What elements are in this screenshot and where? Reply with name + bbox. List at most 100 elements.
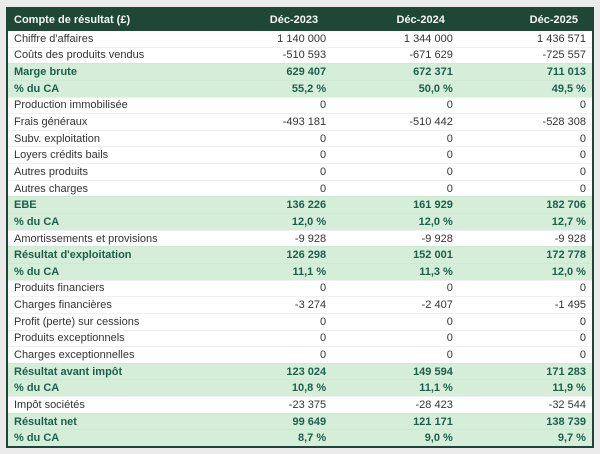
cell-value-dec-2023: 0: [319, 348, 327, 361]
row-label: Résultat avant impôt: [14, 365, 123, 378]
cell-value-dec-2024: 0: [446, 149, 453, 162]
cell-value-dec-2023: 0: [319, 282, 327, 295]
cell-value-dec-2025: 0: [579, 132, 586, 145]
cell-value-dec-2025: -1 495: [554, 299, 586, 312]
cell-value-dec-2025: 0: [579, 348, 586, 361]
table-row: % du CA 55,2 % 50,0 % 49,5 %: [8, 79, 592, 97]
cell-value-dec-2024: 0: [446, 99, 453, 112]
cell-value-dec-2025: 138 739: [546, 415, 586, 428]
cell-value-dec-2024: 149 594: [413, 365, 453, 378]
row-label: % du CA: [14, 382, 60, 395]
cell-value-dec-2025: 9,7 %: [557, 432, 586, 445]
cell-value-dec-2023: 0: [319, 132, 327, 145]
cell-value-dec-2025: 1 436 571: [537, 32, 586, 45]
table-title: Compte de résultat (£): [14, 14, 131, 26]
table-header-row: Compte de résultat (£) Déc-2023 Déc-2024…: [8, 9, 592, 31]
column-header-dec-2023: Déc-2023: [269, 14, 319, 26]
cell-value-dec-2025: 182 706: [546, 199, 586, 212]
table-row: Produits exceptionnels 0 0 0: [8, 329, 592, 347]
cell-value-dec-2024: 1 344 000: [403, 32, 453, 45]
table-row: % du CA 8,7 % 9,0 % 9,7 %: [8, 429, 592, 447]
table-row: Profit (perte) sur cessions 0 0 0: [8, 312, 592, 330]
cell-value-dec-2025: 0: [579, 149, 586, 162]
cell-value-dec-2024: -9 928: [421, 232, 453, 245]
cell-value-dec-2023: 0: [319, 149, 327, 162]
cell-value-dec-2025: 12,7 %: [551, 215, 586, 228]
table-row: Frais généraux -493 181 -510 442 -528 30…: [8, 113, 592, 130]
cell-value-dec-2023: 0: [319, 182, 327, 195]
cell-value-dec-2023: -9 928: [294, 232, 327, 245]
table-row: Résultat net 99 649 121 171 138 739: [8, 412, 592, 430]
cell-value-dec-2024: 50,0 %: [418, 82, 453, 95]
cell-value-dec-2023: 55,2 %: [291, 82, 327, 95]
cell-value-dec-2023: -23 375: [288, 398, 327, 411]
column-header-dec-2025: Déc-2025: [529, 14, 578, 26]
cell-value-dec-2023: -3 274: [294, 299, 327, 312]
table-row: Charges financières -3 274 -2 407 -1 495: [8, 296, 592, 313]
cell-value-dec-2025: 171 283: [546, 365, 586, 378]
row-label: Frais généraux: [14, 116, 88, 129]
income-statement-table: Compte de résultat (£) Déc-2023 Déc-2024…: [6, 7, 594, 448]
cell-value-dec-2023: 0: [319, 165, 327, 178]
cell-value-dec-2024: 0: [446, 132, 453, 145]
cell-value-dec-2023: 123 024: [286, 365, 327, 378]
cell-value-dec-2023: 99 649: [292, 415, 327, 428]
row-label: Produits exceptionnels: [14, 332, 125, 345]
table-row: EBE 136 226 161 929 182 706: [8, 196, 592, 214]
table-row: Subv. exploitation 0 0 0: [8, 129, 592, 147]
row-label: Coûts des produits vendus: [14, 49, 145, 62]
cell-value-dec-2024: 0: [446, 315, 453, 328]
cell-value-dec-2024: 0: [446, 165, 453, 178]
cell-value-dec-2024: 121 171: [413, 415, 453, 428]
cell-value-dec-2025: -528 308: [542, 116, 586, 129]
table-row: Chiffre d'affaires 1 140 000 1 344 000 1…: [8, 31, 592, 47]
cell-value-dec-2024: 12,0 %: [418, 215, 453, 228]
table-row: Autres charges 0 0 0: [8, 179, 592, 197]
cell-value-dec-2024: 11,1 %: [419, 382, 453, 395]
row-label: Autres produits: [14, 165, 88, 178]
table-row: Coûts des produits vendus -510 593 -671 …: [8, 46, 592, 64]
cell-value-dec-2025: -32 544: [548, 398, 586, 411]
table-row: Production immobilisée 0 0 0: [8, 96, 592, 114]
cell-value-dec-2024: -28 423: [415, 398, 453, 411]
row-label: EBE: [14, 199, 37, 212]
cell-value-dec-2024: 0: [446, 348, 453, 361]
cell-value-dec-2023: 0: [319, 332, 327, 345]
column-header-dec-2024: Déc-2024: [396, 14, 445, 26]
row-label: % du CA: [14, 265, 60, 278]
cell-value-dec-2024: 0: [446, 332, 453, 345]
cell-value-dec-2024: -510 442: [409, 116, 453, 129]
row-label: Loyers crédits bails: [14, 149, 109, 162]
cell-value-dec-2024: 0: [446, 282, 453, 295]
row-label: Impôt sociétés: [14, 398, 85, 411]
cell-value-dec-2025: 0: [579, 182, 586, 195]
cell-value-dec-2025: 0: [579, 332, 586, 345]
table-row: Résultat avant impôt 123 024 149 594 171…: [8, 362, 592, 380]
row-label: Chiffre d'affaires: [14, 32, 94, 45]
cell-value-dec-2024: -2 407: [421, 299, 453, 312]
cell-value-dec-2025: 11,9 %: [552, 382, 586, 395]
row-label: % du CA: [14, 215, 60, 228]
row-label: Résultat d'exploitation: [14, 249, 132, 262]
cell-value-dec-2023: 629 407: [286, 66, 327, 79]
table-row: % du CA 11,1 % 11,3 % 12,0 %: [8, 262, 592, 280]
cell-value-dec-2025: 0: [579, 165, 586, 178]
row-label: Charges financières: [14, 299, 112, 312]
cell-value-dec-2023: 0: [319, 99, 327, 112]
table-row: % du CA 10,8 % 11,1 % 11,9 %: [8, 379, 592, 397]
table-row: Amortissements et provisions -9 928 -9 9…: [8, 229, 592, 247]
cell-value-dec-2023: 126 298: [286, 249, 327, 262]
cell-value-dec-2024: 9,0 %: [424, 432, 453, 445]
cell-value-dec-2025: 0: [579, 99, 586, 112]
row-label: Subv. exploitation: [14, 132, 101, 145]
cell-value-dec-2025: 0: [579, 282, 586, 295]
cell-value-dec-2025: 0: [579, 315, 586, 328]
cell-value-dec-2023: -493 181: [282, 116, 327, 129]
table-row: Résultat d'exploitation 126 298 152 001 …: [8, 246, 592, 263]
cell-value-dec-2023: 8,7 %: [297, 432, 327, 445]
table-row: Produits financiers 0 0 0: [8, 279, 592, 297]
cell-value-dec-2025: 49,5 %: [551, 82, 586, 95]
cell-value-dec-2025: -725 557: [542, 49, 586, 62]
cell-value-dec-2023: 10,8 %: [291, 382, 327, 395]
row-label: Marge brute: [14, 66, 77, 79]
